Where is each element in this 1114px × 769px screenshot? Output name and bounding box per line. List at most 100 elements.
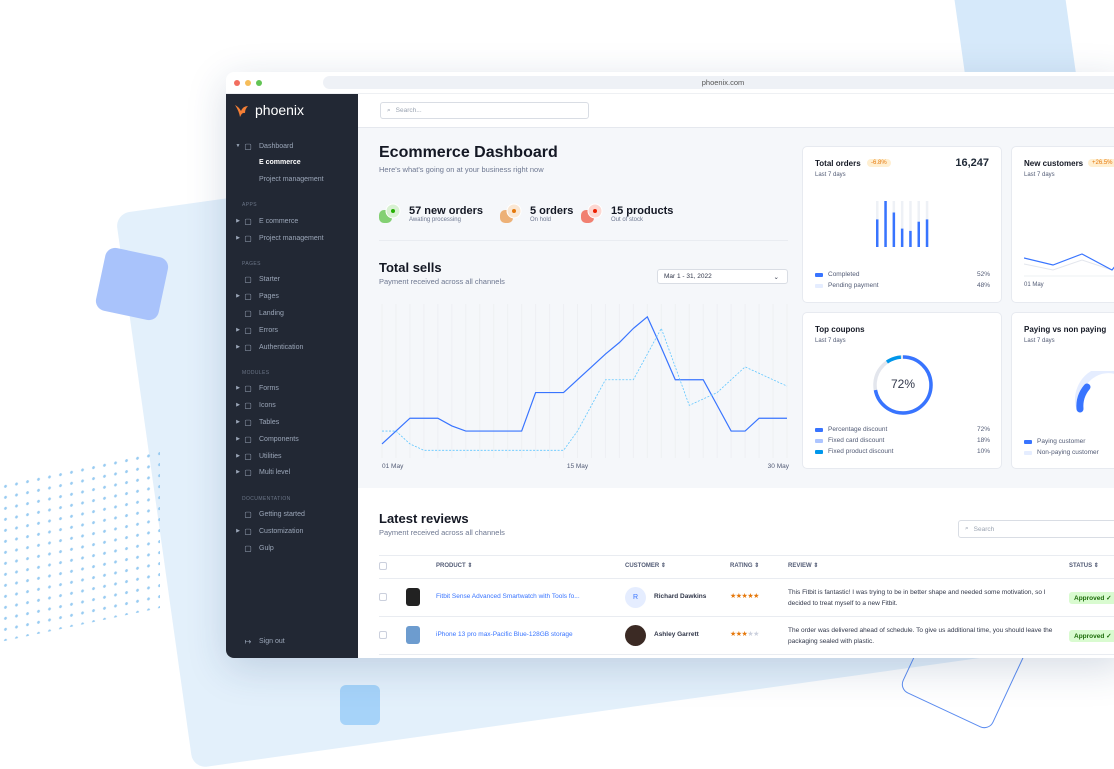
x-tick-label: 30 May	[768, 463, 790, 470]
legend-label: Paying customer	[1037, 438, 1086, 445]
card-period: Last 7 days	[1024, 338, 1055, 344]
date-range-select[interactable]: Mar 1 - 31, 2022 ⌄	[657, 269, 788, 284]
search-placeholder: Search	[973, 525, 995, 533]
brand-logo[interactable]: phoenix	[234, 102, 304, 118]
column-header-status[interactable]: STATUS ⇕	[1069, 563, 1099, 569]
sidebar-item[interactable]: ▢ Landing	[226, 307, 284, 319]
phoenix-logo-icon	[235, 105, 248, 117]
stat-item: 15 products Out of stock	[581, 203, 673, 225]
sidebar-item[interactable]: ▶ ▢ E commerce	[226, 215, 298, 227]
customer-name[interactable]: Ashley Garrett	[654, 631, 699, 638]
sidebar-item[interactable]: ▶ ▢ Pages	[226, 290, 279, 302]
caret-icon: ▶	[236, 419, 240, 425]
legend-item: Fixed product discount 10%	[815, 448, 990, 455]
monitor-icon: ▢	[244, 308, 252, 318]
address-bar[interactable]: phoenix.com	[323, 76, 1114, 89]
layers-icon: ▢	[244, 467, 252, 477]
sidebar-item-label: Multi level	[259, 468, 291, 476]
x-tick-label: 15 May	[567, 463, 589, 470]
total-sells-subtitle: Payment received across all channels	[379, 277, 505, 286]
sidebar-item[interactable]: ▶ ▢ Multi level	[226, 466, 290, 478]
bar-completed	[892, 212, 896, 247]
legend-label: Pending payment	[828, 282, 879, 289]
divider	[379, 240, 788, 241]
total-sells-title: Total sells	[379, 260, 442, 275]
bar-completed	[884, 201, 887, 247]
sidebar-signout[interactable]: ↦ Sign out	[226, 635, 285, 647]
legend-label: Percentage discount	[828, 426, 888, 433]
pause-icon	[500, 203, 522, 223]
sidebar-item[interactable]: ▢ Gulp	[226, 542, 274, 554]
product-image	[406, 626, 420, 644]
caret-icon: ▶	[236, 327, 240, 333]
sidebar-item-label: Tables	[259, 418, 280, 426]
caret-icon: ▶	[236, 235, 240, 241]
sidebar-item[interactable]: E commerce	[226, 156, 301, 168]
paying-card: Paying vs non paying Last 7 days Paying …	[1011, 312, 1114, 469]
status-badge: Approved ✓	[1069, 630, 1114, 642]
new-customers-card: New customers +26.5% Last 7 days 01 May	[1011, 146, 1114, 303]
legend-swatch	[1024, 450, 1032, 455]
row-checkbox[interactable]	[379, 631, 387, 639]
sidebar-item[interactable]: ▶ ▢ Customization	[226, 525, 303, 537]
sidebar-item[interactable]: ▶ ▢ Components	[226, 433, 299, 445]
monitor-icon: ▢	[244, 141, 252, 151]
axis-tick-label: 01 May	[1024, 282, 1044, 288]
sidebar-item-label: Forms	[259, 384, 279, 392]
bar-completed	[876, 219, 879, 247]
reviews-subtitle: Payment received across all channels	[379, 528, 505, 537]
sidebar-item[interactable]: ▶ ▢ Forms	[226, 382, 279, 394]
card-period: Last 7 days	[815, 338, 846, 344]
select-all-checkbox[interactable]	[379, 562, 387, 570]
reviews-search-input[interactable]: ⌕ Search	[958, 520, 1114, 538]
donut-center-value: 72%	[890, 377, 916, 391]
sidebar-item-label: E commerce	[259, 217, 299, 225]
sidebar-item[interactable]: ▢ Getting started	[226, 508, 305, 520]
legend-value: 72%	[976, 426, 990, 433]
sidebar-item[interactable]: ▶ ▢ Tables	[226, 416, 279, 428]
solid-series-line	[381, 315, 787, 445]
paying-gauge-chart	[1075, 371, 1114, 413]
search-input[interactable]: ⌕ Search...	[380, 102, 589, 119]
column-header-rating[interactable]: RATING ⇕	[730, 563, 760, 569]
avatar	[625, 625, 646, 646]
minimize-dot[interactable]	[245, 80, 251, 86]
sidebar-item[interactable]: ▶ ▢ Project management	[226, 232, 324, 244]
sidebar-item[interactable]: ▶ ▢ Utilities	[226, 450, 282, 462]
caret-icon: ▶	[236, 344, 240, 350]
sidebar-item[interactable]: ▢ Starter	[226, 273, 280, 285]
signout-label: Sign out	[259, 637, 285, 645]
sidebar-item-label: Authentication	[259, 343, 304, 351]
life-buoy-icon: ▢	[244, 509, 252, 519]
chevron-down-icon: ⌄	[773, 273, 779, 281]
product-link[interactable]: iPhone 13 pro max-Pacific Blue-128GB sto…	[436, 631, 573, 638]
column-header-product[interactable]: PRODUCT ⇕	[436, 563, 473, 569]
sidebar-item[interactable]: ▼ ▢ Dashboard	[226, 140, 294, 152]
browser-window: phoenix.com phoenix ▼ ▢ Dashboard E comm…	[226, 72, 1114, 658]
divider	[379, 578, 1114, 579]
legend-item: Pending payment 48%	[815, 282, 990, 289]
column-header-review[interactable]: REVIEW ⇕	[788, 563, 819, 569]
card-period: Last 7 days	[1024, 172, 1055, 178]
sidebar-item-label: Starter	[259, 275, 281, 283]
column-header-customer[interactable]: CUSTOMER ⇕	[625, 563, 666, 569]
legend-swatch	[815, 427, 823, 432]
row-checkbox[interactable]	[379, 593, 387, 601]
sidebar-item[interactable]: ▶ ▢ Icons	[226, 399, 276, 411]
stat-item: 5 orders On hold	[500, 203, 573, 225]
logout-icon: ↦	[244, 636, 252, 646]
sidebar-item[interactable]: ▶ ▢ Authentication	[226, 341, 303, 353]
sidebar-item[interactable]: Project management	[226, 173, 324, 185]
reviews-title: Latest reviews	[379, 511, 469, 526]
close-dot[interactable]	[234, 80, 240, 86]
gauge-fill	[1076, 383, 1091, 413]
customer-name[interactable]: Richard Dawkins	[654, 593, 707, 600]
stat-label: On hold	[530, 217, 552, 223]
maximize-dot[interactable]	[256, 80, 262, 86]
total-orders-card: Total orders -6.8% 16,247 Last 7 days Co…	[802, 146, 1002, 303]
caret-icon: ▶	[236, 528, 240, 534]
search-icon: ⌕	[965, 525, 969, 532]
sidebar-item[interactable]: ▶ ▢ Errors	[226, 324, 278, 336]
product-link[interactable]: Fitbit Sense Advanced Smartwatch with To…	[436, 593, 580, 600]
page-title: Ecommerce Dashboard	[379, 144, 558, 161]
